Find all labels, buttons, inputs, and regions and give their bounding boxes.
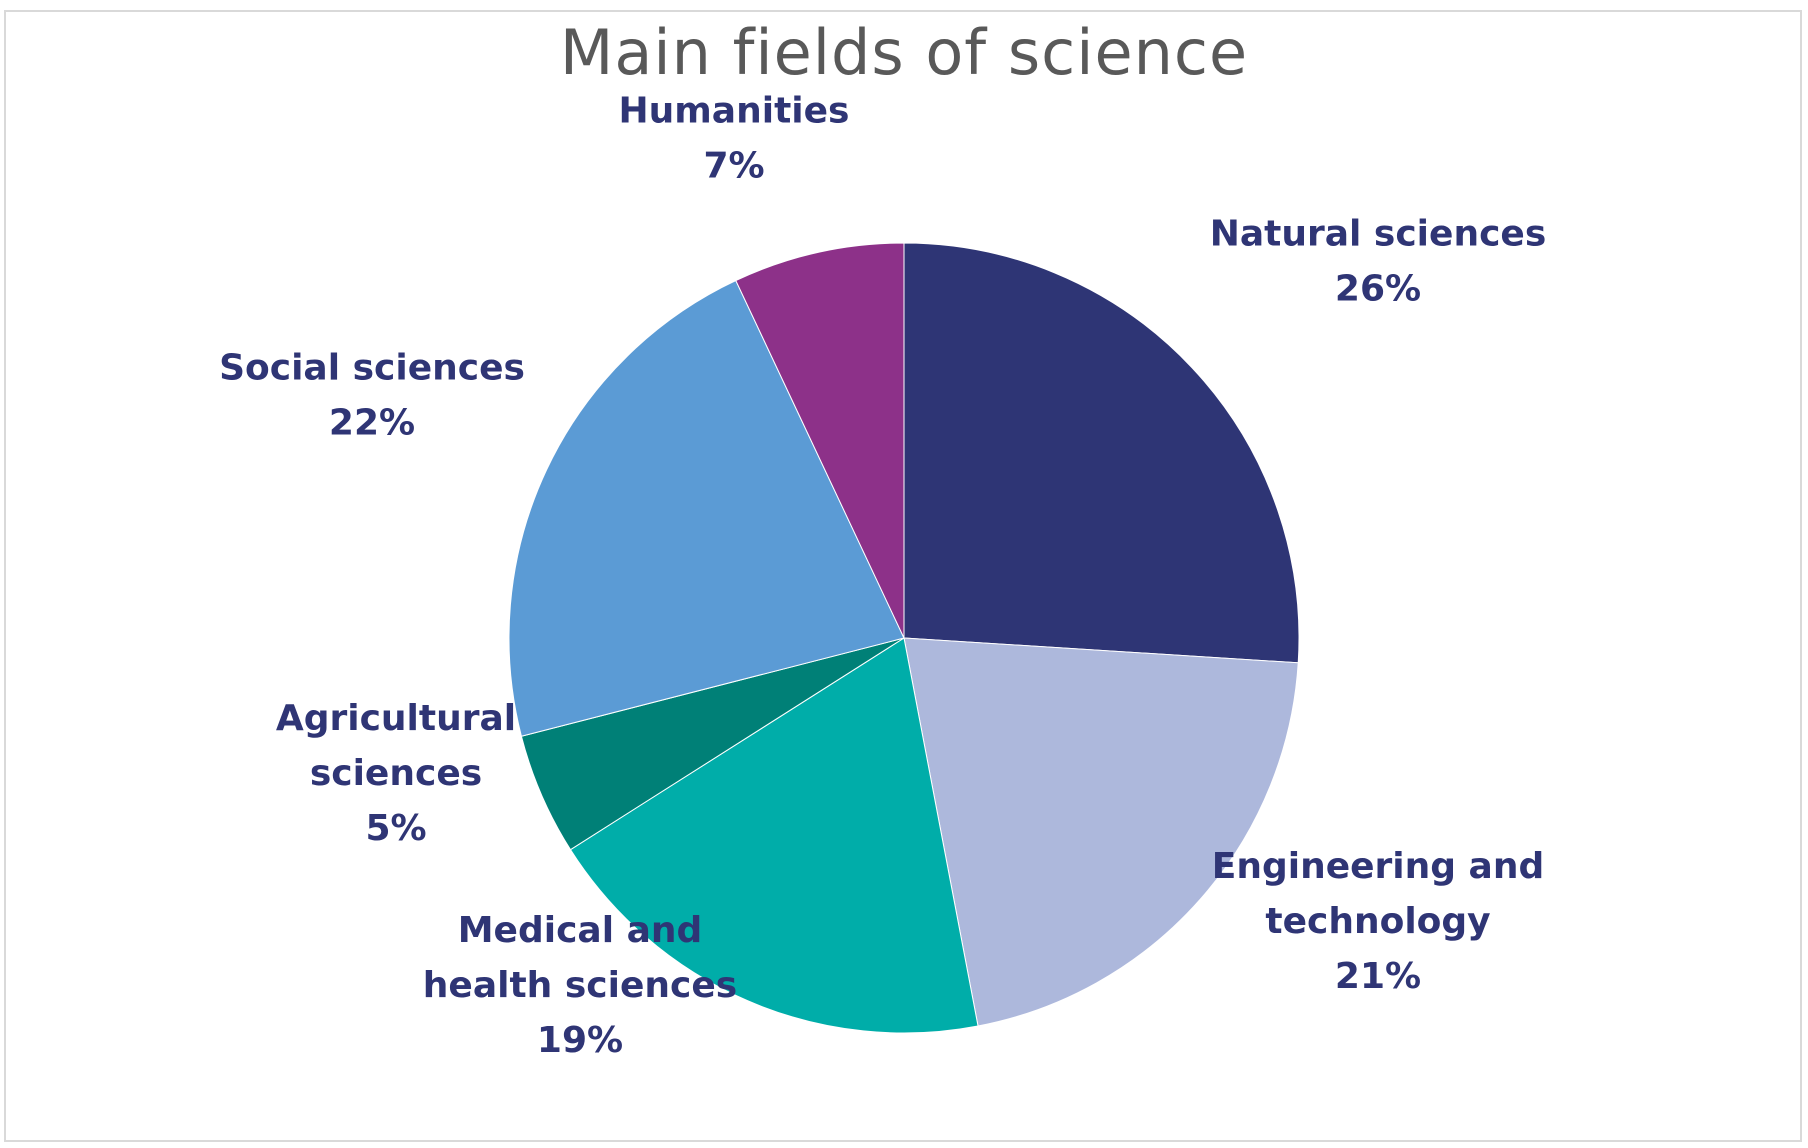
pie-slices [508,242,1300,1034]
data-label-medical-value: 19% [537,1020,623,1061]
pie-slice-social [508,279,905,737]
data-label-natural: Natural sciences 26% [1210,214,1547,310]
pie-slice-humanities [735,242,905,639]
pie-slice-engineering [903,637,1299,1027]
data-label-engineering-value: 21% [1335,956,1421,997]
data-label-natural-value: 26% [1335,269,1421,310]
data-label-humanities-line: Humanities [619,91,850,132]
data-label-social: Social sciences 22% [219,348,525,444]
data-label-social-value: 22% [329,403,415,444]
data-label-agricultural: Agricultural sciences 5% [276,698,516,849]
data-label-agricultural-value: 5% [365,808,426,849]
data-label-humanities-value: 7% [703,146,764,187]
pie-slice-natural [903,242,1300,664]
data-label-medical-line: health sciences [423,965,737,1006]
pie-labels: Natural sciences 26% Engineering and techno… [219,91,1546,1062]
data-label-medical-line: Medical and [458,910,703,951]
data-label-medical: Medical and health sciences 19% [423,910,737,1061]
data-label-agricultural-line: Agricultural [276,698,516,739]
data-label-humanities: Humanities 7% [619,91,850,187]
data-label-natural-line: Natural sciences [1210,214,1547,255]
pie-slice-medical [569,637,979,1034]
data-label-engineering: Engineering and technology 21% [1212,846,1545,997]
data-label-social-line: Social sciences [219,348,525,389]
chart-title: Main fields of science [559,16,1249,89]
data-label-engineering-line: technology [1265,901,1490,942]
data-label-engineering-line: Engineering and [1212,846,1545,887]
data-label-agricultural-line: sciences [310,753,482,794]
